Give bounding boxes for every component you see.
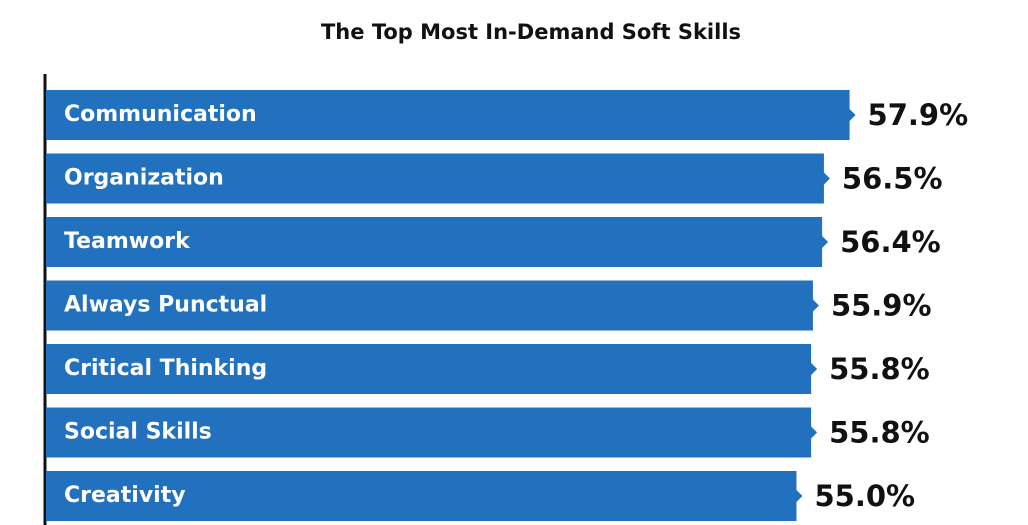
value-label: 55.9% (831, 289, 932, 323)
bar (46, 153, 830, 204)
category-label: Social Skills (64, 420, 212, 445)
category-label: Critical Thinking (64, 356, 267, 381)
value-label: 55.8% (829, 352, 930, 386)
bar (46, 471, 803, 521)
chart-title: The Top Most In-Demand Soft Skills (321, 20, 741, 44)
value-label: 56.5% (842, 162, 943, 196)
category-label: Teamwork (64, 229, 191, 254)
bar (46, 90, 856, 140)
bar (46, 344, 818, 394)
value-label: 55.0% (814, 479, 915, 513)
value-label: 55.8% (829, 416, 930, 450)
bar (46, 217, 829, 267)
bar (46, 280, 819, 331)
category-label: Always Punctual (64, 293, 267, 318)
value-label: 57.9% (868, 98, 969, 132)
category-label: Communication (64, 102, 257, 127)
value-label: 56.4% (840, 225, 941, 259)
category-label: Creativity (64, 483, 186, 508)
category-label: Organization (64, 166, 224, 191)
bar (46, 407, 818, 458)
